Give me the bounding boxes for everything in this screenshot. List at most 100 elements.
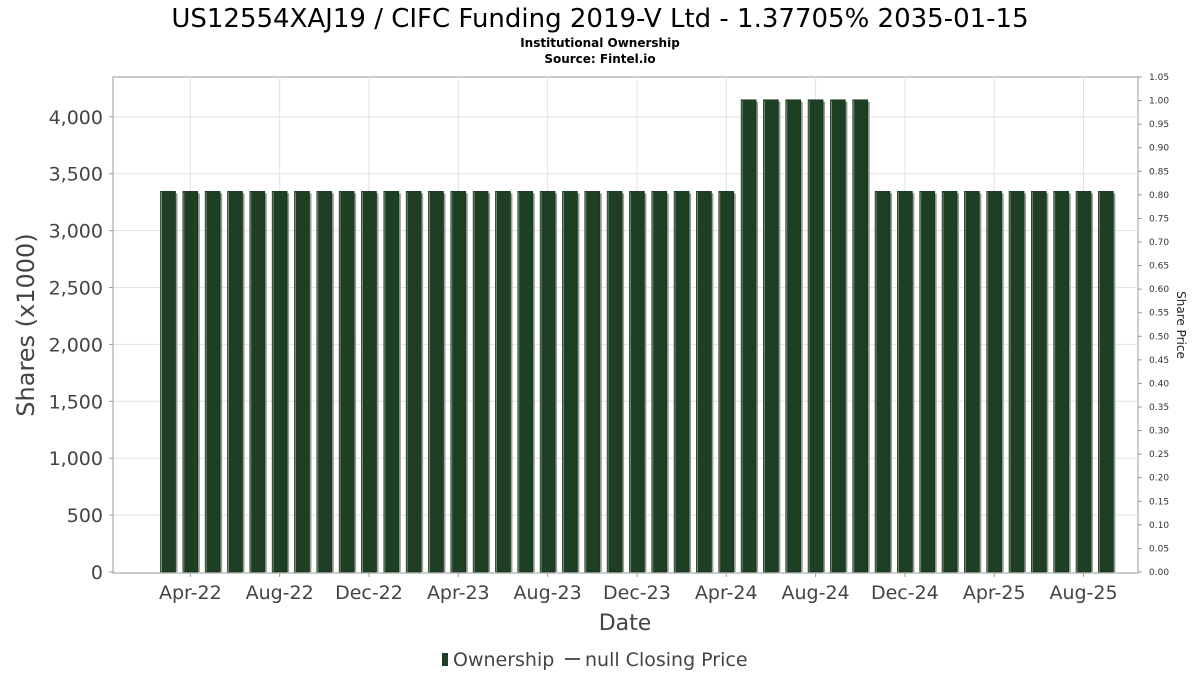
y2-tick-label: 0.60: [1149, 285, 1169, 295]
y2-tick-label: 0.95: [1149, 120, 1169, 130]
y2-tick-label: 0.50: [1149, 332, 1169, 342]
y2-tick-label: 0.40: [1149, 379, 1169, 389]
ownership-bar: [874, 191, 891, 573]
ownership-bar: [763, 99, 779, 573]
ownership-bar: [227, 191, 243, 573]
chart-subtitle: Institutional Ownership: [520, 36, 680, 50]
ownership-bar: [830, 99, 846, 573]
y-tick-label: 2,500: [49, 278, 103, 300]
ownership-bar: [383, 191, 400, 573]
y2-tick-label: 0.65: [1149, 262, 1169, 272]
y-tick-label: 3,000: [49, 221, 103, 243]
ownership-bar: [651, 191, 668, 573]
ownership-bar: [785, 99, 802, 573]
ownership-bar: [1053, 191, 1069, 573]
x-tick-label: Dec-24: [871, 582, 939, 604]
y2-tick-label: 0.05: [1149, 544, 1169, 554]
ownership-bar: [160, 191, 176, 573]
ownership-bar: [428, 191, 444, 573]
x-tick-label: Dec-23: [603, 582, 671, 604]
y2-tick-label: 0.00: [1149, 568, 1169, 578]
y2-tick-label: 0.15: [1149, 497, 1169, 507]
x-tick-label: Aug-22: [246, 582, 314, 604]
y2-tick-label: 1.05: [1149, 73, 1169, 83]
y-tick-label: 1,500: [49, 391, 103, 413]
ownership-bar: [584, 191, 601, 573]
x-tick-label: Apr-22: [159, 582, 222, 604]
ownership-bar: [472, 191, 489, 573]
x-tick-label: Apr-24: [695, 582, 758, 604]
x-tick-label: Aug-23: [514, 582, 582, 604]
ownership-bar: [897, 191, 913, 573]
ownership-bar: [718, 191, 735, 573]
y-tick-label: 0: [91, 562, 103, 584]
legend-ownership-label: Ownership: [453, 649, 554, 671]
ownership-bar: [249, 191, 266, 573]
y2-tick-label: 0.30: [1149, 427, 1169, 437]
y2-tick-label: 0.45: [1149, 356, 1169, 366]
ownership-bar: [1075, 191, 1092, 573]
x-axis: Apr-22 Aug-22 Dec-22 Apr-23 Aug-23 Dec-23 Apr-…: [159, 573, 1118, 604]
ownership-bar: [517, 191, 534, 573]
ownership-bar: [629, 191, 645, 573]
y2-axis: 0.00 0.05 0.10 0.15 0.20 0.25 0.30 0.35 0.40 0.45…: [1138, 73, 1169, 578]
y2-tick-label: 0.10: [1149, 521, 1169, 531]
ownership-bar: [964, 191, 980, 573]
y2-tick-label: 0.90: [1149, 144, 1169, 154]
x-tick-label: Apr-23: [427, 582, 490, 604]
ownership-bar: [271, 191, 288, 573]
y-tick-label: 500: [67, 505, 103, 527]
y-tick-label: 3,500: [49, 164, 103, 186]
y2-tick-label: 0.80: [1149, 191, 1169, 201]
y2-axis-label: Share Price: [1174, 291, 1188, 359]
ownership-bar: [986, 191, 1003, 573]
legend: Ownership null Closing Price: [442, 649, 748, 671]
ownership-bar: [294, 191, 310, 573]
ownership-bar: [852, 99, 869, 573]
x-tick-label: Aug-25: [1049, 582, 1117, 604]
y2-tick-label: 0.25: [1149, 450, 1169, 460]
ownership-bar: [361, 191, 377, 573]
y-tick-label: 4,000: [49, 107, 103, 129]
x-tick-label: Apr-25: [963, 582, 1026, 604]
y2-tick-label: 0.35: [1149, 403, 1169, 413]
ownership-bar: [405, 191, 422, 573]
ownership-bar: [1098, 191, 1114, 573]
ownership-bar: [1031, 191, 1047, 573]
ownership-bar: [450, 191, 467, 573]
ownership-bar: [1008, 191, 1025, 573]
y2-tick-label: 0.85: [1149, 167, 1169, 177]
ownership-bar: [919, 191, 936, 573]
y2-tick-label: 1.00: [1149, 97, 1169, 107]
ownership-bar: [941, 191, 958, 573]
y-axis: 0 500 1,000 1,500 2,000 2,500 3,000 3,500 4,000: [49, 77, 114, 584]
ownership-bar: [495, 191, 511, 573]
ownership-bar: [562, 191, 578, 573]
ownership-bar: [673, 191, 690, 573]
ownership-bar: [338, 191, 355, 573]
ownership-bar: [606, 191, 623, 573]
y-tick-label: 1,000: [49, 448, 103, 470]
y2-tick-label: 0.55: [1149, 309, 1169, 319]
y-axis-label: Shares (x1000): [12, 233, 40, 416]
y-tick-label: 2,000: [49, 334, 103, 356]
ownership-bar: [696, 191, 712, 573]
legend-price-label: null Closing Price: [585, 649, 748, 671]
y2-tick-label: 0.20: [1149, 474, 1169, 484]
y2-tick-label: 0.75: [1149, 214, 1169, 224]
ownership-bar: [807, 99, 824, 573]
ownership-bars: [160, 99, 1116, 573]
chart-source: Source: Fintel.io: [544, 52, 655, 66]
legend-ownership-swatch: [442, 653, 448, 666]
ownership-bar: [204, 191, 221, 573]
x-axis-label: Date: [599, 611, 652, 636]
ownership-bar: [182, 191, 199, 573]
ownership-bar: [539, 191, 556, 573]
x-tick-label: Aug-24: [781, 582, 849, 604]
x-tick-label: Dec-22: [335, 582, 403, 604]
chart-title: US12554XAJ19 / CIFC Funding 2019-V Ltd -…: [171, 4, 1028, 34]
y2-tick-label: 0.70: [1149, 238, 1169, 248]
ownership-bar: [316, 191, 333, 573]
